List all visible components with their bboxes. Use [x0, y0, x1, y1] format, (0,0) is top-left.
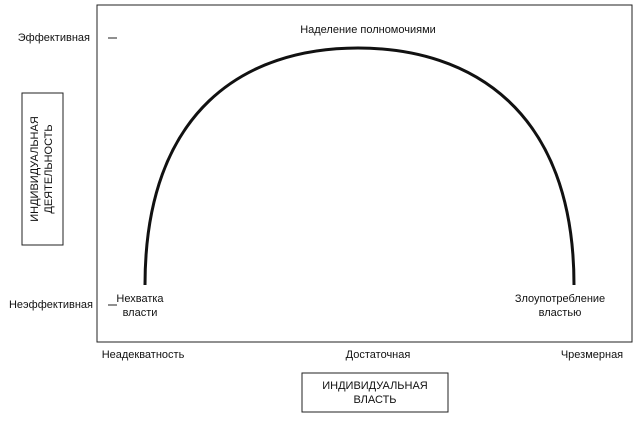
y-title-line: ИНДИВИДУАЛЬНАЯ: [29, 116, 41, 222]
left-label: власти: [123, 307, 158, 319]
curve-label: Наделение полномочиями: [300, 24, 436, 36]
y-title-line: ДЕЯТЕЛЬНОСТЬ: [43, 124, 55, 213]
x-title-line: ВЛАСТЬ: [353, 394, 396, 406]
right-label: властью: [539, 307, 582, 319]
y-title: ИНДИВИДУАЛЬНАЯ ДЕЯТЕЛЬНОСТЬ: [29, 116, 55, 222]
curve: [143, 46, 576, 286]
x-title-line: ИНДИВИДУАЛЬНАЯ: [322, 380, 428, 392]
x-title-box: [301, 372, 449, 413]
x-level-label: Достаточная: [346, 349, 411, 361]
y-level-label: Эффективная: [18, 32, 90, 44]
right-label: Злоупотребление: [515, 293, 605, 305]
y-title-box: [21, 92, 64, 246]
x-level-label: Неадекватность: [102, 349, 185, 361]
y-level-label: Неэффективная: [9, 299, 93, 311]
x-level-label: Чрезмерная: [561, 349, 623, 361]
left-label: Нехватка: [116, 293, 164, 305]
plot-frame: [96, 4, 633, 343]
